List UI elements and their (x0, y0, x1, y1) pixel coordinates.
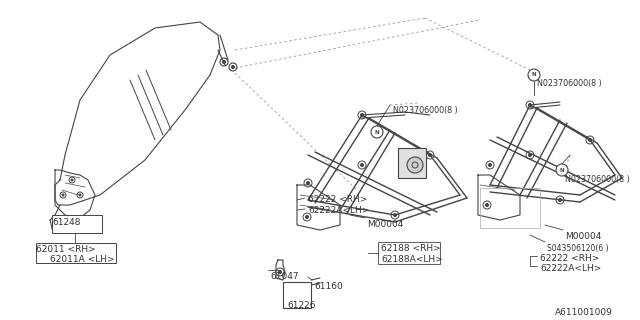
Circle shape (556, 164, 568, 176)
Circle shape (223, 60, 225, 63)
Text: 62188 <RH>: 62188 <RH> (381, 244, 441, 253)
Text: N023706000(8 ): N023706000(8 ) (565, 175, 630, 184)
FancyBboxPatch shape (52, 215, 102, 233)
Circle shape (371, 126, 383, 138)
Circle shape (429, 154, 431, 156)
Circle shape (528, 69, 540, 81)
Text: N023706000(8 ): N023706000(8 ) (537, 79, 602, 88)
Text: 61047: 61047 (270, 272, 299, 281)
Circle shape (589, 139, 591, 141)
Text: N: N (532, 73, 536, 77)
Circle shape (71, 179, 73, 181)
Text: 62222A<LH>: 62222A<LH> (308, 206, 369, 215)
Circle shape (360, 164, 364, 166)
Text: 62011A <LH>: 62011A <LH> (50, 255, 115, 264)
Circle shape (488, 164, 492, 166)
Text: 62188A<LH>: 62188A<LH> (381, 255, 443, 264)
Text: 61226: 61226 (287, 301, 316, 310)
FancyBboxPatch shape (398, 148, 426, 178)
Circle shape (529, 154, 531, 156)
Circle shape (79, 194, 81, 196)
Circle shape (307, 181, 310, 185)
Text: 62011 <RH>: 62011 <RH> (36, 245, 96, 254)
Text: 62222 <RH>: 62222 <RH> (308, 195, 367, 204)
Text: M00004: M00004 (367, 220, 403, 229)
Text: 62222A<LH>: 62222A<LH> (540, 264, 602, 273)
Text: N: N (560, 167, 564, 172)
Text: 61160: 61160 (314, 282, 343, 291)
Text: 61248: 61248 (52, 218, 81, 227)
Text: 62222 <RH>: 62222 <RH> (540, 254, 600, 263)
Text: M00004: M00004 (565, 232, 602, 241)
FancyBboxPatch shape (36, 243, 116, 263)
Text: N: N (374, 130, 380, 134)
Circle shape (529, 103, 531, 107)
Circle shape (486, 204, 488, 206)
FancyBboxPatch shape (283, 282, 311, 308)
Circle shape (232, 66, 234, 68)
Circle shape (305, 215, 308, 219)
Circle shape (360, 114, 364, 116)
Text: N023706000(8 ): N023706000(8 ) (393, 106, 458, 115)
Text: A611001009: A611001009 (555, 308, 613, 317)
Circle shape (559, 198, 561, 202)
Circle shape (407, 157, 423, 173)
Circle shape (278, 270, 282, 274)
Circle shape (62, 194, 64, 196)
Circle shape (394, 213, 397, 217)
Text: S043506120(6 ): S043506120(6 ) (547, 244, 609, 253)
